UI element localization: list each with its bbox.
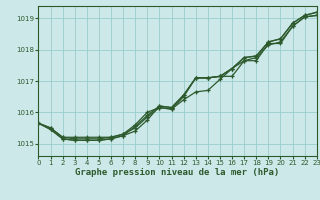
X-axis label: Graphe pression niveau de la mer (hPa): Graphe pression niveau de la mer (hPa) <box>76 168 280 177</box>
